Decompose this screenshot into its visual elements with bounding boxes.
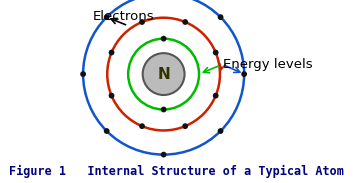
Circle shape (213, 93, 219, 99)
Circle shape (182, 123, 188, 129)
Circle shape (218, 14, 223, 20)
Circle shape (161, 36, 167, 42)
Circle shape (104, 128, 109, 134)
Circle shape (218, 128, 223, 134)
Text: Figure 1   Internal Structure of a Typical Atom: Figure 1 Internal Structure of a Typical… (9, 165, 344, 178)
Circle shape (161, 152, 167, 158)
Circle shape (109, 50, 114, 55)
Circle shape (80, 71, 86, 77)
Circle shape (182, 19, 188, 25)
Circle shape (104, 14, 109, 20)
Circle shape (161, 107, 167, 112)
Circle shape (139, 123, 145, 129)
Circle shape (139, 19, 145, 25)
Text: Electrons: Electrons (92, 10, 154, 23)
Text: Energy levels: Energy levels (223, 58, 313, 71)
Circle shape (241, 71, 247, 77)
Circle shape (143, 53, 185, 95)
Circle shape (109, 93, 114, 99)
Circle shape (213, 50, 219, 55)
Text: N: N (157, 67, 170, 82)
